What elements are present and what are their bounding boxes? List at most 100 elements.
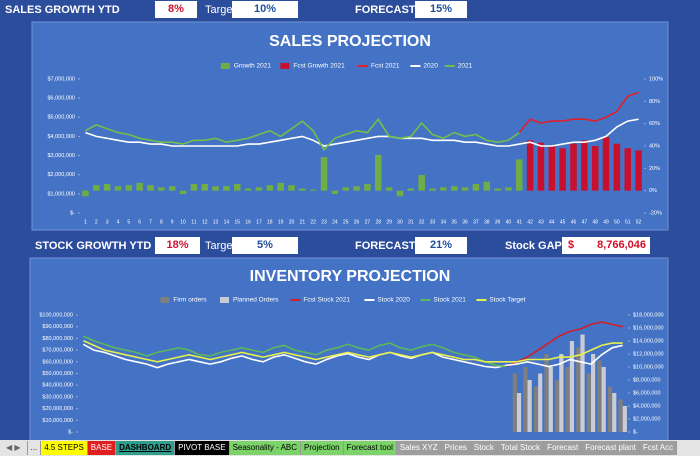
kpi-value: 10% — [232, 1, 298, 18]
bar — [516, 393, 522, 432]
bar — [569, 341, 575, 432]
bar — [512, 373, 517, 432]
x-tick-label: 20 — [289, 219, 295, 225]
x-tick-label: 44 — [549, 219, 555, 225]
x-tick-label: 16 — [245, 219, 251, 225]
legend-swatch — [220, 297, 229, 303]
sheet-tab[interactable]: Forecast tool — [343, 441, 397, 455]
x-tick-label: 40 — [506, 219, 512, 225]
bar — [461, 187, 469, 191]
y-tick-label: $30,000,000 — [42, 394, 73, 400]
y2-tick-label: $16,000,000 — [633, 325, 664, 331]
sheet-tab[interactable]: DASHBOARD — [116, 441, 176, 455]
tab-nav[interactable]: ◀ ▶ — [0, 441, 28, 455]
x-tick-label: 31 — [408, 219, 414, 225]
x-tick-label: 21 — [300, 219, 306, 225]
y2-tick-label: -20% — [649, 210, 662, 216]
bar — [533, 386, 539, 432]
x-tick-label: 7 — [149, 219, 152, 225]
y-tick-label: $70,000,000 — [42, 348, 73, 354]
line — [85, 117, 520, 152]
bar — [576, 347, 581, 432]
bar — [472, 183, 480, 191]
kpi-label: STOCK GROWTH YTD — [35, 240, 152, 252]
kpi-label: Stock GAP — [505, 240, 562, 252]
y2-tick-label: $14,000,000 — [633, 338, 664, 344]
kpi-label: FORECAST — [355, 240, 416, 252]
x-tick-label: 42 — [527, 219, 533, 225]
y2-tick-label: 0% — [649, 188, 657, 194]
bar — [570, 143, 577, 191]
sheet-tab[interactable]: Prices — [441, 441, 471, 455]
sheet-tab[interactable]: 4.5 STEPS — [41, 441, 88, 455]
bar — [635, 150, 642, 191]
bar — [407, 188, 415, 191]
x-tick-label: 51 — [625, 219, 631, 225]
y-tick-label: $3,000,000 — [47, 153, 75, 159]
charts: SALES PROJECTION $- $1,000,000 $2,000,000 $3… — [29, 21, 669, 440]
line — [506, 321, 623, 368]
bar — [559, 148, 566, 191]
bar — [244, 188, 252, 191]
bar — [288, 185, 295, 191]
kpi-label: Target — [205, 4, 236, 16]
bar — [613, 143, 621, 191]
sheet-tab[interactable]: Fcst Acc — [639, 441, 678, 455]
sheet-tab[interactable]: Total Stock — [497, 441, 545, 455]
kpi-currency: $ — [562, 237, 590, 254]
bar — [375, 154, 382, 191]
x-tick-label: 11 — [191, 219, 196, 225]
bar — [103, 183, 111, 191]
x-tick-label: 23 — [321, 219, 327, 225]
sheet-tab[interactable]: Stock — [470, 441, 498, 455]
sheet-tab[interactable]: Projection — [301, 441, 344, 455]
bar — [597, 360, 602, 432]
line — [82, 339, 623, 363]
y2-tick-label: 100% — [649, 76, 663, 82]
bar — [591, 146, 599, 191]
y-tick-label: $90,000,000 — [42, 324, 73, 330]
bar — [179, 190, 187, 195]
bar — [190, 183, 198, 191]
bar — [331, 190, 339, 195]
sheet-tab[interactable]: Seasonality - ABC — [229, 441, 302, 455]
y2-tick-label: 60% — [649, 121, 660, 127]
sheet-tab[interactable]: BASE — [87, 441, 117, 455]
y-tick-label: $50,000,000 — [42, 371, 73, 377]
kpi-value: 21% — [415, 237, 467, 254]
x-tick-label: 52 — [636, 219, 642, 225]
sheet-tab[interactable]: PIVOT BASE — [175, 441, 230, 455]
x-tick-label: 10 — [180, 219, 186, 225]
x-tick-label: 29 — [386, 219, 392, 225]
y2-tick-label: $4,000,000 — [633, 403, 661, 409]
bar — [255, 187, 263, 191]
bar — [586, 373, 591, 432]
y-tick-label: $5,000,000 — [47, 115, 75, 121]
sheet-tab[interactable]: Forecast plant — [582, 441, 640, 455]
y2-tick-label: $- — [633, 429, 638, 435]
bar — [602, 137, 610, 191]
bar — [168, 186, 176, 191]
x-tick-label: 24 — [332, 219, 338, 225]
x-tick-label: 48 — [592, 219, 598, 225]
legend-label: Stock 2021 — [433, 297, 466, 304]
x-tick-label: 46 — [571, 219, 577, 225]
bar — [429, 188, 436, 191]
tab-more[interactable]: ... — [28, 441, 42, 455]
y2-tick-label: 20% — [649, 166, 660, 172]
y-tick-label: $80,000,000 — [42, 336, 73, 342]
sheet-tab[interactable]: Forecast — [544, 441, 583, 455]
bar — [622, 406, 627, 432]
bar — [277, 182, 284, 191]
chart-title: SALES PROJECTION — [269, 33, 431, 50]
x-tick-label: 30 — [397, 219, 403, 225]
x-tick-label: 4 — [117, 219, 120, 225]
y-tick-label: $- — [68, 429, 73, 435]
x-tick-label: 8 — [160, 219, 163, 225]
bar — [320, 157, 328, 191]
bar — [353, 186, 360, 191]
kpi-value: 18% — [155, 237, 200, 254]
sheet-tab[interactable]: Sales XYZ — [396, 441, 442, 455]
bar — [548, 146, 556, 191]
x-tick-label: 33 — [430, 219, 436, 225]
